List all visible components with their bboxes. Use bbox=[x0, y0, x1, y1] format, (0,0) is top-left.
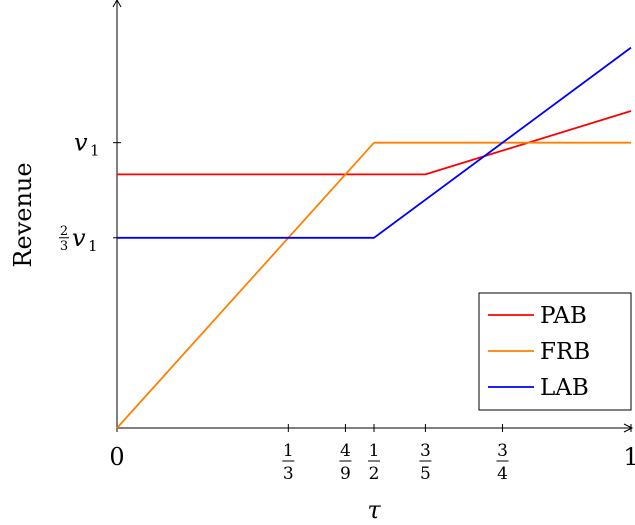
y-axis-label: Revenue bbox=[9, 162, 37, 267]
x-axis-label: τ bbox=[367, 496, 381, 524]
x-tick-label-denominator: 2 bbox=[369, 464, 380, 484]
x-tick-label-numerator: 1 bbox=[369, 441, 380, 461]
x-tick-label: 1 bbox=[623, 443, 635, 471]
x-tick-label-numerator: 3 bbox=[420, 441, 431, 461]
x-tick-label: 0 bbox=[109, 443, 124, 471]
x-axis-arrow bbox=[623, 423, 634, 433]
x-tick-label-denominator: 9 bbox=[340, 464, 351, 484]
legend: PAB FRB LAB bbox=[478, 292, 632, 411]
series-line-lab bbox=[117, 46, 632, 239]
y-tick-label-subscript: 1 bbox=[90, 142, 100, 160]
x-tick-label-numerator: 4 bbox=[340, 441, 351, 461]
x-tick-label-denominator: 5 bbox=[420, 464, 431, 484]
series-line-frb bbox=[116, 141, 631, 429]
legend-label-frb: FRB bbox=[540, 339, 590, 365]
x-tick-label-numerator: 1 bbox=[283, 441, 294, 461]
y-tick-label: v bbox=[74, 129, 88, 157]
x-tick-label-denominator: 3 bbox=[283, 464, 294, 484]
legend-label-lab: LAB bbox=[540, 375, 589, 401]
x-tick-label-numerator: 3 bbox=[497, 441, 508, 461]
y-tick-label: v bbox=[72, 224, 86, 252]
y-tick-label-prefix-numerator: 2 bbox=[60, 224, 68, 239]
y-axis-arrow bbox=[112, 0, 122, 8]
y-tick-label-subscript: 1 bbox=[88, 237, 98, 255]
y-tick-label-prefix-denominator: 3 bbox=[60, 239, 68, 254]
series-line-pab bbox=[117, 110, 632, 176]
legend-label-pab: PAB bbox=[540, 303, 587, 329]
series-lines bbox=[116, 46, 632, 429]
x-tick-label-denominator: 4 bbox=[497, 464, 508, 484]
